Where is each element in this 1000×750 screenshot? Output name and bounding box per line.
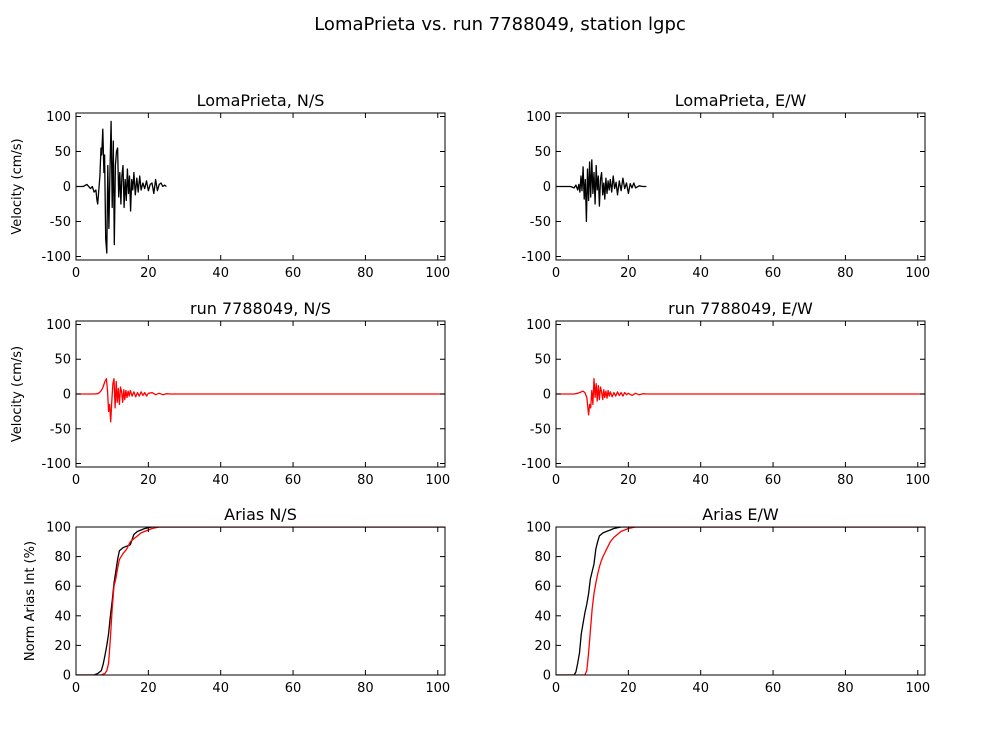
- x-tick-label: 100: [425, 266, 450, 281]
- x-tick-label: 60: [285, 473, 302, 488]
- y-tick-label: 100: [526, 110, 551, 125]
- panels: 0 20 40 60 80 100 100 50 0 -50 -100 LomaPrieta, N/S…: [10, 91, 930, 696]
- x-tick-label: 20: [140, 266, 157, 281]
- y-tick-label: 0: [543, 180, 551, 195]
- y-axis-label: Velocity (cm/s): [10, 346, 25, 442]
- y-tick-label: -100: [521, 250, 551, 265]
- y-axis-label: Velocity (cm/s): [10, 138, 25, 234]
- y-tick-label: 0: [543, 388, 551, 403]
- y-tick-label: 50: [54, 145, 71, 160]
- x-tick-label: 20: [620, 266, 637, 281]
- y-tick-label: 50: [54, 353, 71, 368]
- panel-title: LomaPrieta, N/S: [197, 91, 325, 110]
- x-tick-label: 0: [72, 681, 80, 696]
- chart-panel-6: 0 20 40 60 80 100 100 80 60 40 20 0 Arias E/W: [526, 505, 930, 696]
- x-tick-label: 100: [905, 681, 930, 696]
- x-tick-label: 60: [765, 266, 782, 281]
- chart-panel-2: 0 20 40 60 80 100 100 50 0 -50 -100 LomaPrieta, E/W: [521, 91, 930, 281]
- series-line-1: [76, 378, 445, 423]
- x-tick-label: 80: [837, 473, 854, 488]
- y-tick-label: 100: [526, 521, 551, 536]
- y-tick-label: 80: [534, 550, 551, 565]
- x-tick-label: 40: [212, 681, 229, 696]
- panel-title: Arias E/W: [702, 505, 779, 524]
- x-tick-label: 80: [357, 681, 374, 696]
- panel-title: run 7788049, N/S: [190, 299, 331, 318]
- axes-frame: [75, 526, 446, 676]
- x-tick-label: 40: [212, 473, 229, 488]
- panel-title: LomaPrieta, E/W: [675, 91, 807, 110]
- panel-title: run 7788049, E/W: [668, 299, 813, 318]
- x-tick-label: 100: [425, 473, 450, 488]
- x-tick-label: 80: [357, 266, 374, 281]
- y-tick-label: -50: [530, 422, 551, 437]
- y-tick-label: 80: [54, 550, 71, 565]
- x-tick-label: 60: [285, 681, 302, 696]
- y-tick-label: -50: [530, 215, 551, 230]
- x-tick-label: 40: [692, 473, 709, 488]
- y-tick-label: 50: [534, 145, 551, 160]
- x-tick-label: 60: [285, 266, 302, 281]
- y-tick-label: 50: [534, 353, 551, 368]
- x-tick-label: 40: [212, 266, 229, 281]
- y-tick-label: 100: [526, 318, 551, 333]
- x-tick-label: 80: [837, 681, 854, 696]
- y-tick-label: 60: [534, 580, 551, 595]
- y-tick-label: 40: [54, 609, 71, 624]
- x-tick-label: 0: [552, 266, 560, 281]
- y-tick-label: 100: [46, 318, 71, 333]
- y-tick-label: 40: [534, 609, 551, 624]
- y-tick-label: -50: [50, 422, 71, 437]
- x-tick-label: 40: [692, 266, 709, 281]
- x-tick-label: 20: [620, 473, 637, 488]
- series-line-1: [76, 120, 167, 254]
- chart-panel-4: 0 20 40 60 80 100 100 50 0 -50 -100 run 7788049, E/…: [521, 299, 930, 488]
- series-line-1: [556, 159, 647, 223]
- y-tick-label: -100: [521, 457, 551, 472]
- x-tick-label: 80: [837, 266, 854, 281]
- y-tick-label: 0: [543, 669, 551, 684]
- x-tick-label: 0: [72, 266, 80, 281]
- y-tick-label: -100: [41, 250, 71, 265]
- y-tick-label: 100: [46, 521, 71, 536]
- y-tick-label: -50: [50, 215, 71, 230]
- figure-title: LomaPrieta vs. run 7788049, station lgpc: [314, 14, 686, 35]
- series-line-1: [556, 378, 925, 416]
- x-tick-label: 100: [905, 473, 930, 488]
- chart-panel-3: 0 20 40 60 80 100 100 50 0 -50 -100 run 7788049, N/…: [10, 299, 450, 488]
- x-tick-label: 80: [357, 473, 374, 488]
- y-tick-label: 20: [54, 639, 71, 654]
- x-tick-label: 100: [425, 681, 450, 696]
- y-tick-label: 60: [54, 580, 71, 595]
- axes-frame: [555, 526, 926, 676]
- series-line-1: [556, 527, 925, 675]
- x-tick-label: 20: [620, 681, 637, 696]
- x-tick-label: 100: [905, 266, 930, 281]
- x-tick-label: 40: [692, 681, 709, 696]
- y-axis-label: Norm Arias Int (%): [23, 541, 38, 661]
- chart-panel-5: 0 20 40 60 80 100 100 80 60 40 20 0 Arias N/S Norm Ar…: [23, 505, 450, 696]
- series-line-2: [556, 527, 925, 675]
- x-tick-label: 20: [140, 681, 157, 696]
- x-tick-label: 60: [765, 681, 782, 696]
- x-tick-label: 0: [72, 473, 80, 488]
- y-tick-label: 0: [63, 388, 71, 403]
- y-tick-label: 0: [63, 669, 71, 684]
- y-tick-label: 100: [46, 110, 71, 125]
- chart-panel-1: 0 20 40 60 80 100 100 50 0 -50 -100 LomaPrieta, N/S…: [10, 91, 450, 281]
- y-tick-label: 20: [534, 639, 551, 654]
- series-line-2: [76, 527, 445, 675]
- x-tick-label: 20: [140, 473, 157, 488]
- y-tick-label: -100: [41, 457, 71, 472]
- y-tick-label: 0: [63, 180, 71, 195]
- panel-title: Arias N/S: [224, 505, 297, 524]
- x-tick-label: 60: [765, 473, 782, 488]
- series-line-1: [76, 527, 445, 675]
- x-tick-label: 0: [552, 473, 560, 488]
- x-tick-label: 0: [552, 681, 560, 696]
